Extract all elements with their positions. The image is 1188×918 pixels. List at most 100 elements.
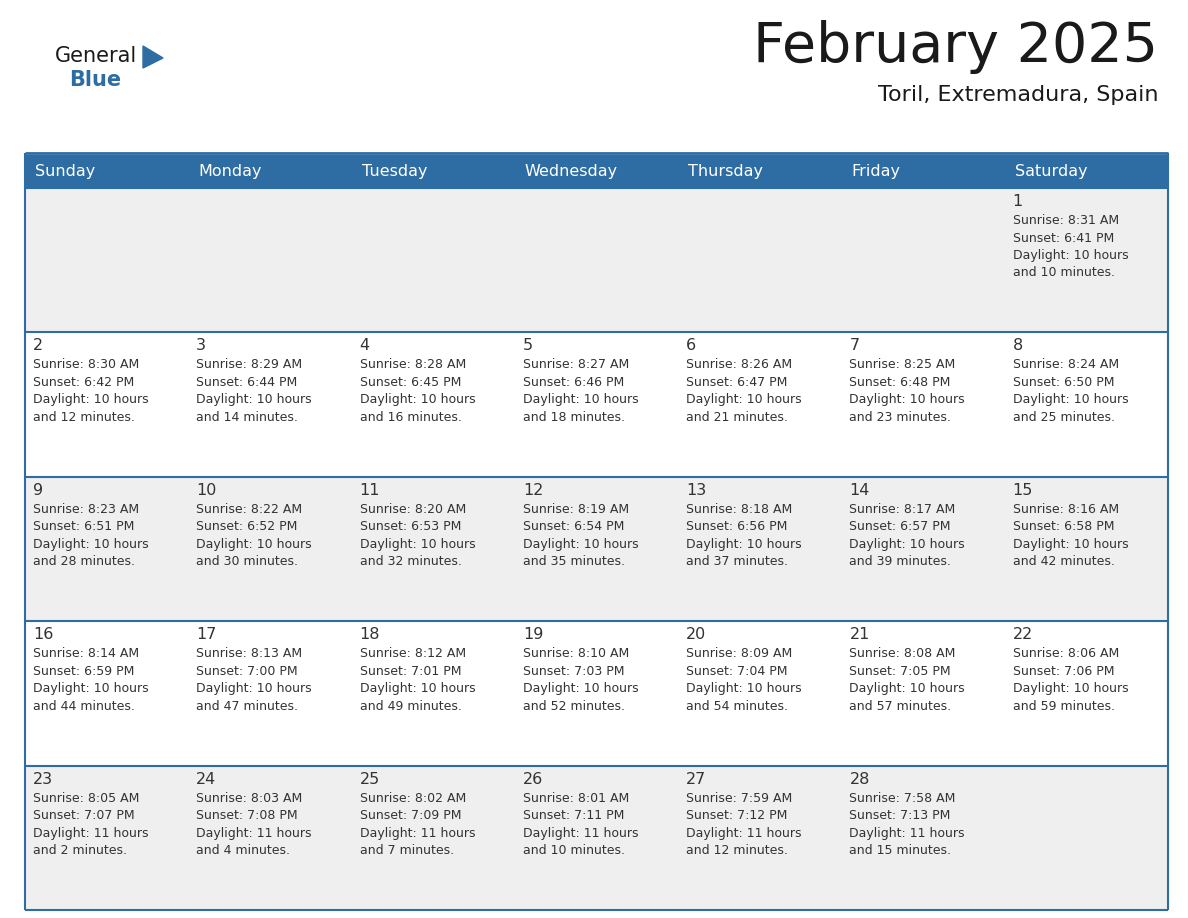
Text: 9: 9 bbox=[33, 483, 43, 498]
Text: 17: 17 bbox=[196, 627, 216, 643]
Text: and 12 minutes.: and 12 minutes. bbox=[33, 411, 135, 424]
Text: Sunset: 6:54 PM: Sunset: 6:54 PM bbox=[523, 521, 624, 533]
Text: 19: 19 bbox=[523, 627, 543, 643]
Text: Sunrise: 8:18 AM: Sunrise: 8:18 AM bbox=[687, 503, 792, 516]
Text: Sunset: 7:04 PM: Sunset: 7:04 PM bbox=[687, 665, 788, 677]
Text: and 21 minutes.: and 21 minutes. bbox=[687, 411, 788, 424]
Text: 21: 21 bbox=[849, 627, 870, 643]
Text: and 15 minutes.: and 15 minutes. bbox=[849, 844, 952, 857]
Text: 27: 27 bbox=[687, 772, 707, 787]
Text: Sunset: 7:01 PM: Sunset: 7:01 PM bbox=[360, 665, 461, 677]
Text: and 10 minutes.: and 10 minutes. bbox=[523, 844, 625, 857]
Text: and 12 minutes.: and 12 minutes. bbox=[687, 844, 788, 857]
Text: Sunrise: 8:31 AM: Sunrise: 8:31 AM bbox=[1012, 214, 1119, 227]
Text: Sunrise: 8:19 AM: Sunrise: 8:19 AM bbox=[523, 503, 628, 516]
Text: and 14 minutes.: and 14 minutes. bbox=[196, 411, 298, 424]
Text: Daylight: 11 hours: Daylight: 11 hours bbox=[849, 826, 965, 840]
Text: Sunset: 7:07 PM: Sunset: 7:07 PM bbox=[33, 809, 134, 823]
Text: Sunset: 7:11 PM: Sunset: 7:11 PM bbox=[523, 809, 624, 823]
Bar bbox=[25, 476, 1168, 621]
Text: Sunrise: 8:03 AM: Sunrise: 8:03 AM bbox=[196, 791, 303, 804]
Text: and 4 minutes.: and 4 minutes. bbox=[196, 844, 290, 857]
Text: Sunrise: 8:28 AM: Sunrise: 8:28 AM bbox=[360, 358, 466, 372]
Text: 23: 23 bbox=[33, 772, 53, 787]
Text: Sunset: 7:00 PM: Sunset: 7:00 PM bbox=[196, 665, 298, 677]
Text: 22: 22 bbox=[1012, 627, 1032, 643]
Text: Sunrise: 8:22 AM: Sunrise: 8:22 AM bbox=[196, 503, 303, 516]
Text: 8: 8 bbox=[1012, 339, 1023, 353]
Text: Sunrise: 7:58 AM: Sunrise: 7:58 AM bbox=[849, 791, 956, 804]
Text: and 28 minutes.: and 28 minutes. bbox=[33, 555, 135, 568]
Text: and 2 minutes.: and 2 minutes. bbox=[33, 844, 127, 857]
Text: and 35 minutes.: and 35 minutes. bbox=[523, 555, 625, 568]
Text: Toril, Extremadura, Spain: Toril, Extremadura, Spain bbox=[878, 85, 1158, 105]
Text: Sunset: 6:46 PM: Sunset: 6:46 PM bbox=[523, 375, 624, 389]
Text: 28: 28 bbox=[849, 772, 870, 787]
Text: 15: 15 bbox=[1012, 483, 1034, 498]
Text: 12: 12 bbox=[523, 483, 543, 498]
Text: Sunset: 6:51 PM: Sunset: 6:51 PM bbox=[33, 521, 134, 533]
Text: 14: 14 bbox=[849, 483, 870, 498]
Text: Sunset: 6:47 PM: Sunset: 6:47 PM bbox=[687, 375, 788, 389]
Text: Daylight: 10 hours: Daylight: 10 hours bbox=[849, 682, 965, 695]
Text: 5: 5 bbox=[523, 339, 533, 353]
Text: Daylight: 10 hours: Daylight: 10 hours bbox=[523, 682, 638, 695]
Text: and 52 minutes.: and 52 minutes. bbox=[523, 700, 625, 712]
Text: Daylight: 10 hours: Daylight: 10 hours bbox=[360, 682, 475, 695]
Text: and 59 minutes.: and 59 minutes. bbox=[1012, 700, 1114, 712]
Text: and 44 minutes.: and 44 minutes. bbox=[33, 700, 135, 712]
Text: Sunrise: 8:14 AM: Sunrise: 8:14 AM bbox=[33, 647, 139, 660]
Text: and 7 minutes.: and 7 minutes. bbox=[360, 844, 454, 857]
Text: Sunrise: 8:30 AM: Sunrise: 8:30 AM bbox=[33, 358, 139, 372]
Text: Sunset: 7:06 PM: Sunset: 7:06 PM bbox=[1012, 665, 1114, 677]
Text: Sunrise: 8:12 AM: Sunrise: 8:12 AM bbox=[360, 647, 466, 660]
Text: Saturday: Saturday bbox=[1015, 164, 1087, 179]
Text: Daylight: 10 hours: Daylight: 10 hours bbox=[687, 538, 802, 551]
Text: Daylight: 10 hours: Daylight: 10 hours bbox=[1012, 394, 1129, 407]
Text: Sunset: 7:09 PM: Sunset: 7:09 PM bbox=[360, 809, 461, 823]
Bar bbox=[25, 155, 1168, 188]
Text: Sunrise: 8:06 AM: Sunrise: 8:06 AM bbox=[1012, 647, 1119, 660]
Text: Sunrise: 8:27 AM: Sunrise: 8:27 AM bbox=[523, 358, 630, 372]
Text: Daylight: 10 hours: Daylight: 10 hours bbox=[1012, 538, 1129, 551]
Text: Thursday: Thursday bbox=[688, 164, 763, 179]
Text: and 54 minutes.: and 54 minutes. bbox=[687, 700, 788, 712]
Text: and 47 minutes.: and 47 minutes. bbox=[196, 700, 298, 712]
Text: Sunset: 6:45 PM: Sunset: 6:45 PM bbox=[360, 375, 461, 389]
Text: Sunset: 6:57 PM: Sunset: 6:57 PM bbox=[849, 521, 950, 533]
Text: 25: 25 bbox=[360, 772, 380, 787]
Text: Tuesday: Tuesday bbox=[361, 164, 426, 179]
Bar bbox=[25, 332, 1168, 476]
Text: Sunset: 7:03 PM: Sunset: 7:03 PM bbox=[523, 665, 625, 677]
Text: Sunrise: 8:05 AM: Sunrise: 8:05 AM bbox=[33, 791, 139, 804]
Text: Daylight: 10 hours: Daylight: 10 hours bbox=[33, 394, 148, 407]
Text: and 57 minutes.: and 57 minutes. bbox=[849, 700, 952, 712]
Text: Sunset: 6:59 PM: Sunset: 6:59 PM bbox=[33, 665, 134, 677]
Text: Sunrise: 8:01 AM: Sunrise: 8:01 AM bbox=[523, 791, 630, 804]
Text: Daylight: 11 hours: Daylight: 11 hours bbox=[196, 826, 311, 840]
Text: and 16 minutes.: and 16 minutes. bbox=[360, 411, 461, 424]
Text: 13: 13 bbox=[687, 483, 707, 498]
Text: and 30 minutes.: and 30 minutes. bbox=[196, 555, 298, 568]
Text: Daylight: 10 hours: Daylight: 10 hours bbox=[33, 538, 148, 551]
Text: Sunrise: 8:20 AM: Sunrise: 8:20 AM bbox=[360, 503, 466, 516]
Text: Daylight: 10 hours: Daylight: 10 hours bbox=[360, 394, 475, 407]
Text: and 37 minutes.: and 37 minutes. bbox=[687, 555, 788, 568]
Text: Daylight: 10 hours: Daylight: 10 hours bbox=[196, 394, 312, 407]
Text: 3: 3 bbox=[196, 339, 207, 353]
Text: Daylight: 10 hours: Daylight: 10 hours bbox=[849, 538, 965, 551]
Text: Daylight: 10 hours: Daylight: 10 hours bbox=[360, 538, 475, 551]
Text: Sunrise: 8:29 AM: Sunrise: 8:29 AM bbox=[196, 358, 303, 372]
Text: Sunrise: 8:25 AM: Sunrise: 8:25 AM bbox=[849, 358, 955, 372]
Text: 7: 7 bbox=[849, 339, 860, 353]
Text: 16: 16 bbox=[33, 627, 53, 643]
Text: Sunset: 6:58 PM: Sunset: 6:58 PM bbox=[1012, 521, 1114, 533]
Text: Daylight: 10 hours: Daylight: 10 hours bbox=[33, 682, 148, 695]
Polygon shape bbox=[143, 46, 163, 68]
Text: Sunset: 6:41 PM: Sunset: 6:41 PM bbox=[1012, 231, 1114, 244]
Text: Sunrise: 8:26 AM: Sunrise: 8:26 AM bbox=[687, 358, 792, 372]
Text: 11: 11 bbox=[360, 483, 380, 498]
Text: 18: 18 bbox=[360, 627, 380, 643]
Text: and 23 minutes.: and 23 minutes. bbox=[849, 411, 952, 424]
Text: 26: 26 bbox=[523, 772, 543, 787]
